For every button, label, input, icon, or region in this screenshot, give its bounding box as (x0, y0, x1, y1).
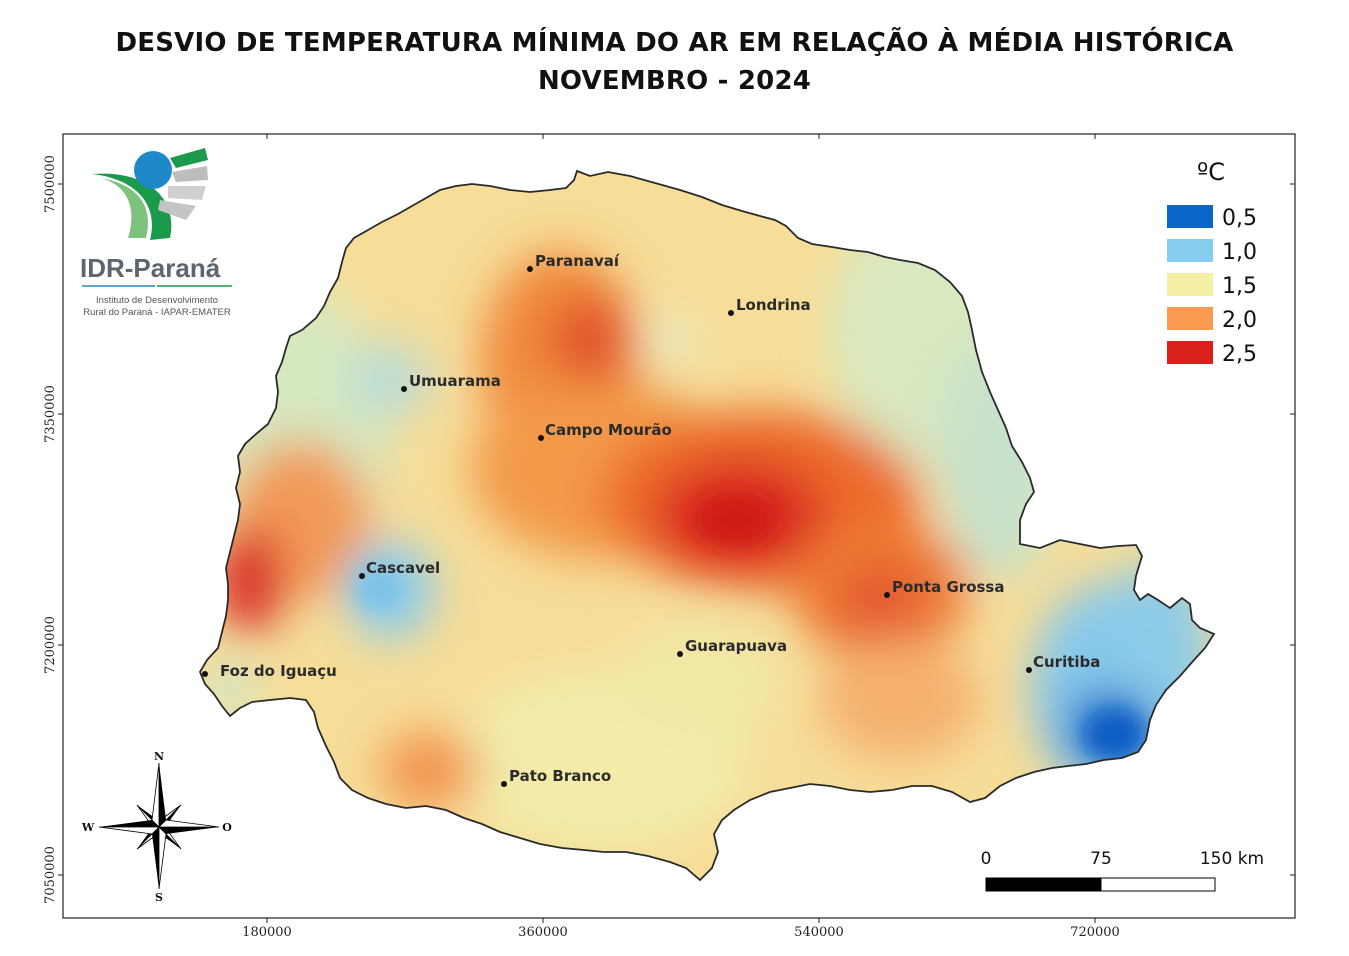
legend-swatch (1167, 307, 1213, 330)
idr-parana-logo: IDR-Paraná Instituto de Desenvolvimento … (80, 148, 232, 318)
city-marker (202, 671, 208, 677)
legend-swatch (1167, 341, 1213, 364)
city-marker (1026, 667, 1032, 673)
compass-north: N (154, 750, 164, 763)
city-foz-do-iguacu: Foz do Iguaçu (202, 662, 337, 680)
city-marker (401, 386, 407, 392)
city-ponta-grossa: Ponta Grossa (884, 578, 1005, 598)
compass-east: O (222, 821, 232, 834)
logo-subtitle-line1: Instituto de Desenvolvimento (96, 295, 218, 306)
state-boundary (198, 169, 1216, 882)
city-marker (501, 781, 507, 787)
city-marker (527, 266, 533, 272)
city-label: Foz do Iguaçu (220, 662, 337, 680)
city-paranavai: Paranavaí (527, 252, 620, 272)
city-label: Londrina (736, 296, 811, 314)
city-cascavel: Cascavel (359, 559, 440, 579)
legend: ºC 0,5 1,0 1,5 2,0 2,5 (1167, 158, 1257, 367)
city-marker (677, 651, 683, 657)
city-label: Paranavaí (535, 252, 620, 270)
legend-label: 2,5 (1222, 342, 1257, 367)
legend-label: 1,5 (1222, 274, 1257, 299)
city-campo-mourao: Campo Mourão (538, 421, 672, 441)
city-marker (728, 310, 734, 316)
scale-label-end: 150 km (1200, 849, 1264, 869)
city-label: Umuarama (409, 372, 501, 390)
scale-bar: 0 75 150 km (981, 849, 1264, 892)
city-label: Curitiba (1033, 653, 1100, 671)
map-title: DESVIO DE TEMPERATURA MÍNIMA DO AR EM RE… (115, 28, 1234, 58)
city-curitiba: Curitiba (1026, 653, 1100, 673)
x-tick-label: 540000 (794, 925, 844, 940)
scale-label-zero: 0 (981, 849, 992, 869)
x-axis: 180000 360000 540000 720000 (242, 134, 1120, 940)
logo-name: IDR-Paraná (80, 253, 221, 283)
map-subtitle: NOVEMBRO - 2024 (537, 66, 812, 96)
city-label: Ponta Grossa (892, 578, 1005, 596)
city-label: Guarapuava (685, 637, 787, 655)
compass-west: W (81, 821, 95, 834)
city-pato-branco: Pato Branco (501, 767, 611, 787)
city-label: Campo Mourão (545, 421, 672, 439)
y-tick-label: 7200000 (43, 616, 58, 674)
legend-swatch (1167, 239, 1213, 262)
legend-label: 1,0 (1222, 240, 1257, 265)
x-tick-label: 360000 (518, 925, 568, 940)
y-tick-label: 7350000 (43, 385, 58, 443)
city-guarapuava: Guarapuava (677, 637, 787, 657)
city-marker (359, 573, 365, 579)
city-label: Pato Branco (509, 767, 611, 785)
y-tick-label: 7050000 (43, 846, 58, 904)
scale-bar-white-segment (1100, 877, 1216, 892)
scale-bar-black-segment (986, 878, 1101, 891)
city-marker (538, 435, 544, 441)
cities-layer: Paranavaí Londrina Umuarama Campo Mourão… (202, 252, 1100, 787)
x-tick-label: 180000 (242, 925, 292, 940)
legend-unit: ºC (1197, 158, 1225, 186)
y-axis: 7500000 7350000 7200000 7050000 (43, 155, 1295, 904)
compass-south: S (155, 891, 163, 904)
city-marker (884, 592, 890, 598)
city-londrina: Londrina (728, 296, 811, 316)
logo-subtitle-line2: Rural do Paraná - IAPAR-EMATER (83, 307, 231, 318)
y-tick-label: 7500000 (43, 155, 58, 213)
scale-label-mid: 75 (1090, 849, 1112, 869)
legend-label: 0,5 (1222, 206, 1257, 231)
legend-swatch (1167, 273, 1213, 296)
compass-rose-icon: N S W O (81, 750, 232, 904)
x-tick-label: 720000 (1070, 925, 1120, 940)
legend-swatch (1167, 205, 1213, 228)
legend-label: 2,0 (1222, 308, 1257, 333)
city-label: Cascavel (366, 559, 440, 577)
city-umuarama: Umuarama (401, 372, 501, 392)
